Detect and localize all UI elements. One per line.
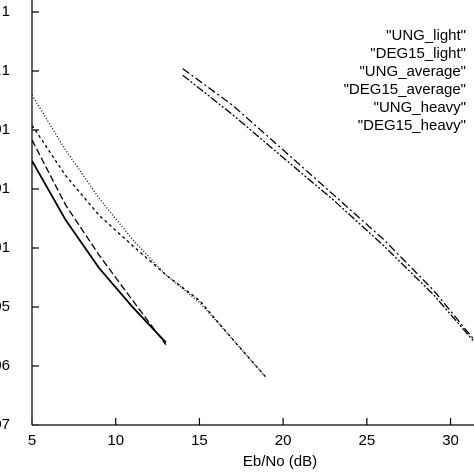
y-tick-label: 0.1 (0, 62, 10, 79)
y-tick-label: 0.0001 (0, 239, 10, 256)
series-line (31, 94, 267, 379)
legend-entry: "UNG_average" (359, 63, 466, 80)
legend-entry: "UNG_heavy" (374, 99, 466, 116)
legend-entry: "DEG15_average" (344, 81, 466, 98)
legend-entry: "DEG15_light" (370, 45, 466, 62)
y-tick-label: 1e-06 (0, 357, 10, 374)
series-line (31, 124, 267, 379)
y-tick-label: 1e-05 (0, 298, 10, 315)
x-axis-label: Eb/No (dB) (243, 453, 317, 470)
x-tick-label: 15 (191, 432, 208, 449)
x-tick-label: 25 (359, 432, 376, 449)
y-tick-label: 1e-07 (0, 416, 10, 433)
y-tick-label: 0.001 (0, 180, 10, 197)
legend-entry: "DEG15_heavy" (358, 117, 466, 134)
x-tick-label: 20 (275, 432, 292, 449)
y-tick-label: 0.01 (0, 121, 10, 138)
legend-entry: "UNG_light" (386, 27, 466, 44)
series-line (31, 160, 167, 344)
series-line (182, 68, 474, 341)
x-tick-label: 10 (107, 432, 124, 449)
x-tick-label: 30 (442, 432, 459, 449)
series-line (31, 139, 167, 346)
series-line (182, 74, 474, 342)
y-tick-label: 1 (2, 3, 10, 20)
x-tick-label: 5 (28, 432, 36, 449)
